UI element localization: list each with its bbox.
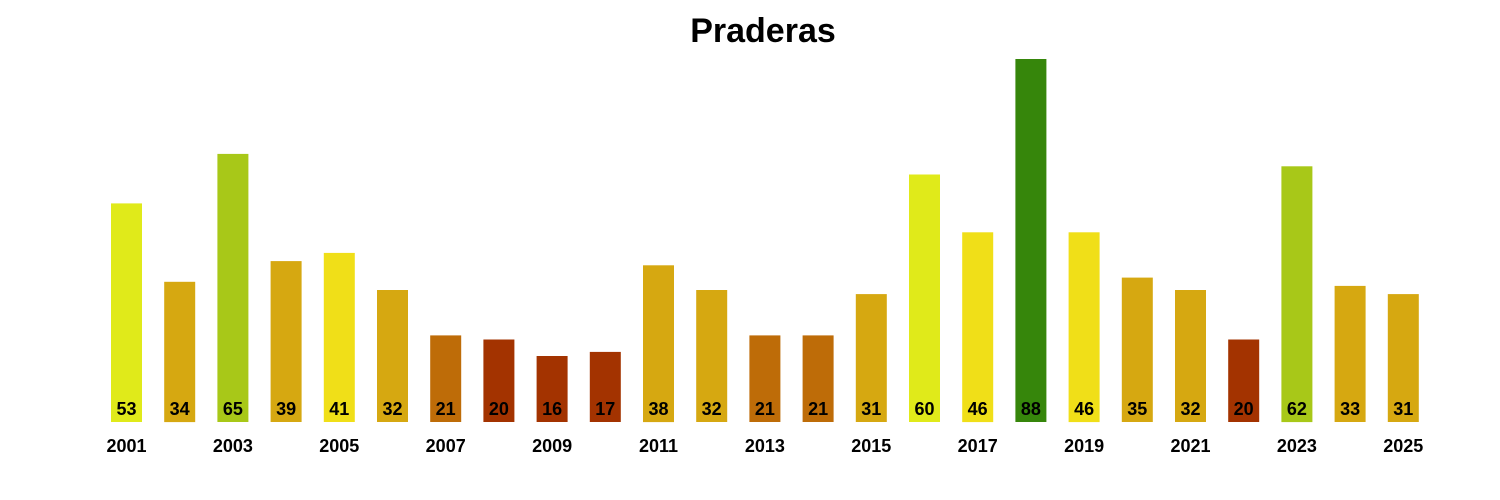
bar-2018	[1015, 59, 1047, 422]
value-label-2007: 21	[436, 399, 456, 419]
value-label-2012: 32	[702, 399, 722, 419]
x-tick-label-2021: 2021	[1170, 436, 1210, 456]
value-label-2018: 88	[1021, 399, 1041, 419]
bar-2007	[430, 335, 462, 422]
value-label-2024: 33	[1340, 399, 1360, 419]
value-label-2001: 53	[116, 399, 136, 419]
bar-2016	[909, 174, 940, 422]
x-tick-label-2019: 2019	[1064, 436, 1104, 456]
value-label-2002: 34	[170, 399, 190, 419]
value-label-2017: 46	[968, 399, 988, 419]
bar-2025	[1387, 294, 1419, 422]
x-tick-label-2011: 2011	[639, 436, 678, 456]
x-tick-label-2005: 2005	[319, 436, 359, 456]
bar-2011	[643, 265, 674, 423]
value-label-2014: 21	[808, 399, 828, 419]
bar-2005	[323, 252, 355, 422]
x-tick-label-2015: 2015	[851, 436, 891, 456]
value-label-2011: 38	[648, 399, 668, 419]
value-label-2009: 16	[542, 399, 562, 419]
bar-2014	[802, 335, 834, 422]
value-label-2006: 32	[382, 399, 402, 419]
bar-2010	[589, 351, 621, 422]
value-label-2010: 17	[595, 399, 615, 419]
bar-2019	[1068, 232, 1100, 423]
x-axis-ticks: 2001 2003 2005 2007 2009 2011 2013 2015 2017 2019…	[106, 436, 1423, 456]
bar-2017	[962, 232, 994, 423]
x-tick-label-2025: 2025	[1383, 436, 1423, 456]
bar-2023	[1281, 166, 1313, 423]
value-label-2016: 60	[914, 399, 934, 419]
x-tick-label-2023: 2023	[1277, 436, 1317, 456]
value-label-2021: 32	[1180, 399, 1200, 419]
value-label-2015: 31	[861, 399, 881, 419]
bar-2013	[749, 335, 781, 422]
bars-layer	[111, 59, 1419, 423]
bar-2006	[377, 290, 408, 422]
value-label-2025: 31	[1393, 399, 1413, 419]
bar-2012	[696, 290, 728, 422]
x-tick-label-2001: 2001	[106, 436, 146, 456]
x-tick-label-2009: 2009	[532, 436, 572, 456]
value-label-2023: 62	[1287, 399, 1307, 419]
value-label-2003: 65	[223, 399, 243, 419]
bar-2002	[164, 281, 196, 423]
bar-2024	[1334, 285, 1366, 422]
bar-2001	[111, 203, 142, 422]
bar-2020	[1121, 277, 1153, 422]
x-tick-label-2013: 2013	[745, 436, 785, 456]
value-labels-layer: 53 34 65 39 41 32 21 20 16 17 38 32 21 21 31 60 46 88 46 35…	[116, 399, 1413, 419]
bar-2022	[1228, 339, 1260, 422]
value-label-2013: 21	[755, 399, 775, 419]
value-label-2019: 46	[1074, 399, 1094, 419]
value-label-2008: 20	[489, 399, 509, 419]
x-tick-label-2017: 2017	[958, 436, 998, 456]
bar-2021	[1175, 290, 1206, 422]
value-label-2022: 20	[1234, 399, 1254, 419]
bar-2008	[483, 339, 515, 422]
value-label-2020: 35	[1127, 399, 1147, 419]
x-tick-label-2003: 2003	[213, 436, 253, 456]
x-tick-label-2007: 2007	[426, 436, 466, 456]
value-label-2004: 39	[276, 399, 296, 419]
bar-2009	[536, 356, 568, 422]
bar-2003	[217, 153, 249, 422]
chart-title: Praderas	[690, 12, 836, 50]
value-label-2005: 41	[329, 399, 349, 419]
bar-2015	[855, 294, 887, 422]
bar-2004	[270, 261, 302, 422]
